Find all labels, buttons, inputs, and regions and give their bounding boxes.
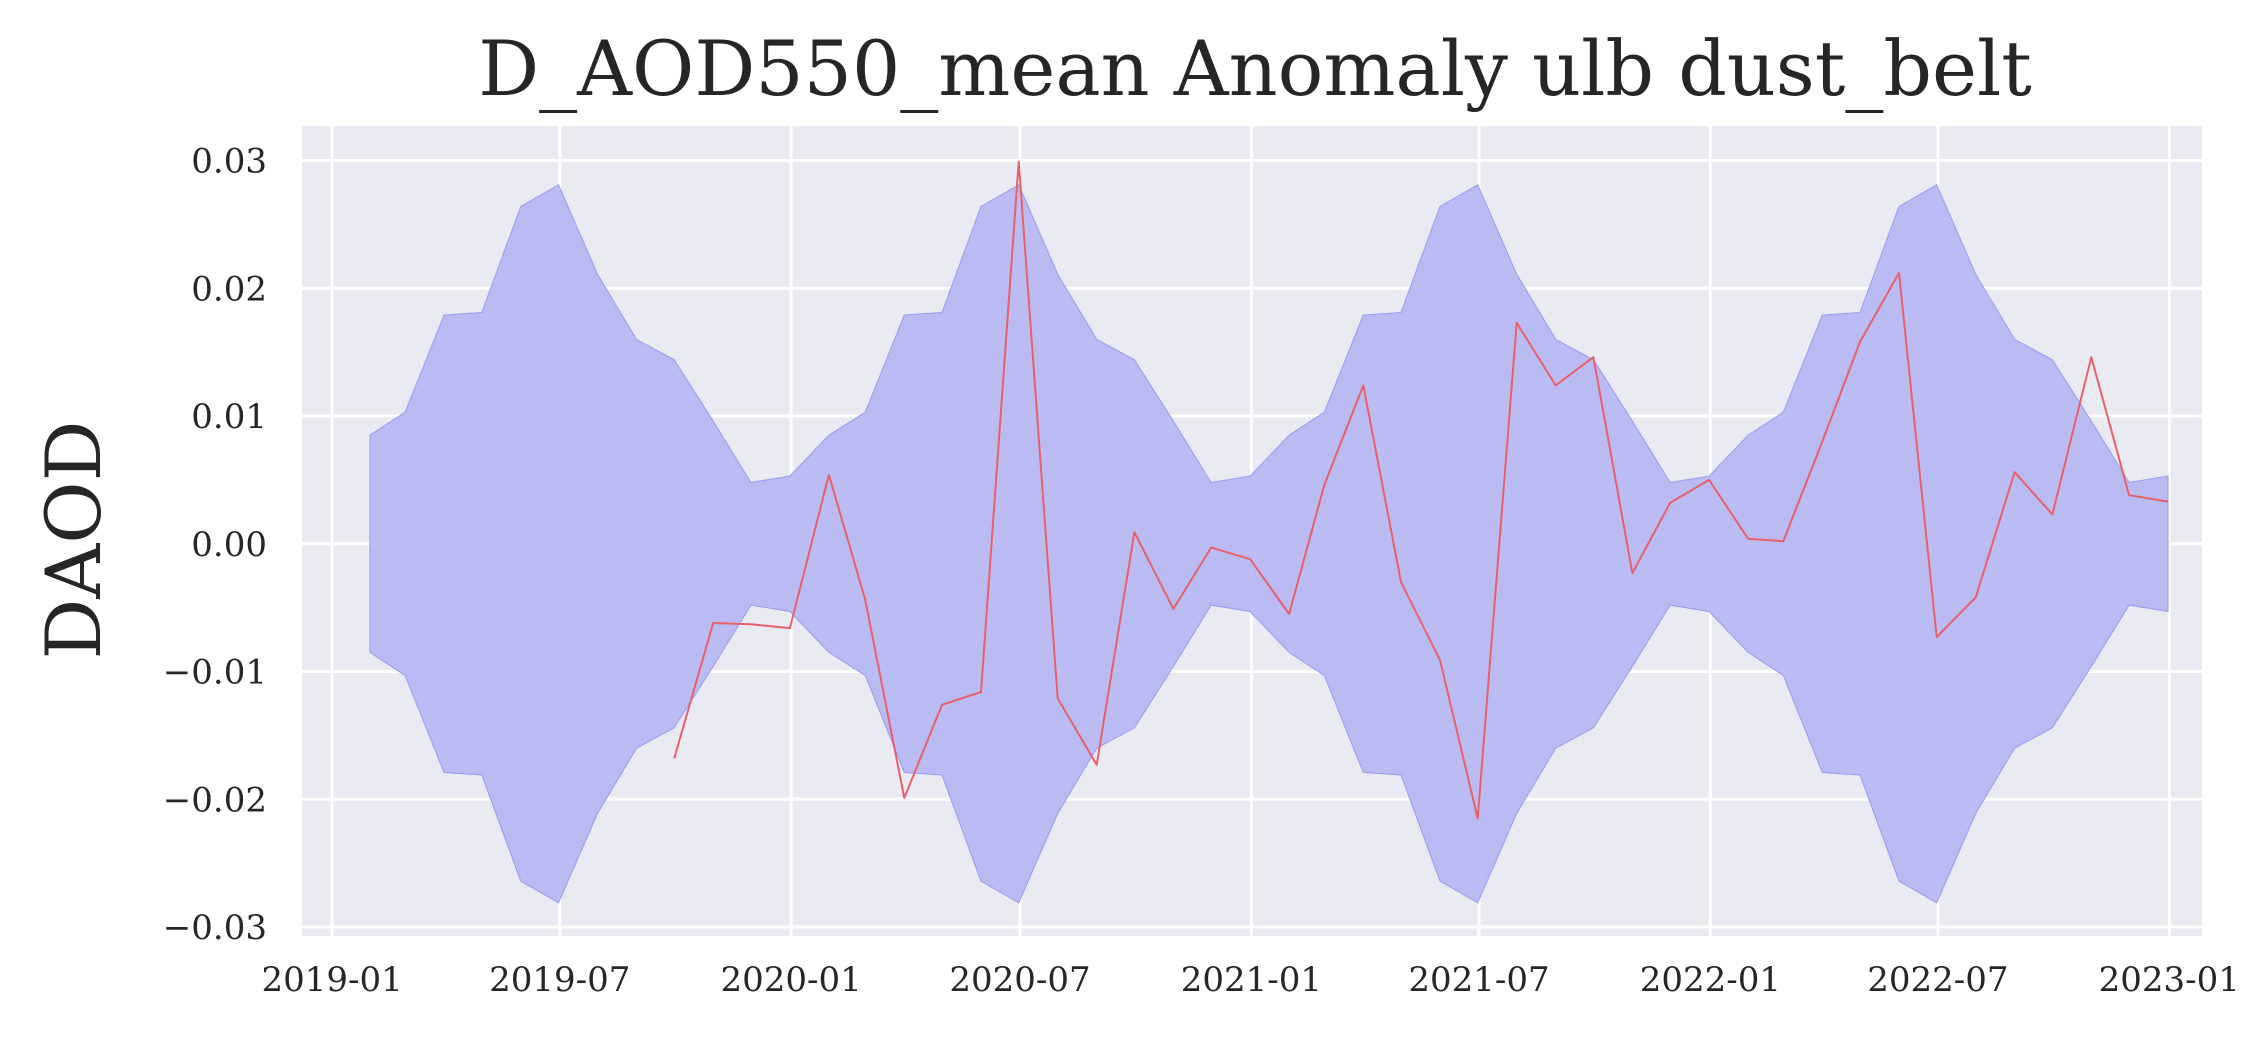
y-tick-label: 0.03 [191, 141, 267, 181]
chart-title: D_AOD550_mean Anomaly ulb dust_belt [478, 24, 2032, 113]
y-tick-label: −0.01 [163, 653, 267, 693]
y-tick-label: 0.02 [191, 269, 267, 309]
band-layer [369, 184, 2169, 904]
x-tick-label: 2021-01 [1181, 960, 1322, 1000]
x-axis-ticks: 2019-01 2019-07 2020-01 2020-07 2021-01 2021-… [262, 960, 2240, 1000]
y-tick-label: −0.02 [163, 780, 267, 820]
y-tick-label: −0.03 [163, 908, 267, 948]
x-tick-label: 2022-01 [1640, 960, 1781, 1000]
x-tick-label: 2020-01 [721, 960, 862, 1000]
series-line [673, 160, 2169, 820]
y-axis-label: DAOD [29, 420, 118, 659]
y-axis-ticks: 0.03 0.02 0.01 0.00 −0.01 −0.02 −0.03 [163, 141, 267, 948]
band-area [369, 184, 2169, 904]
y-tick-label: 0.00 [191, 525, 267, 565]
x-tick-label: 2019-01 [262, 960, 403, 1000]
y-tick-label: 0.01 [191, 397, 267, 437]
x-tick-label: 2021-07 [1408, 960, 1549, 1000]
x-tick-label: 2022-07 [1867, 960, 2008, 1000]
x-tick-label: 2019-07 [489, 960, 630, 1000]
line-layer [673, 160, 2169, 820]
x-tick-label: 2023-01 [2099, 960, 2240, 1000]
x-tick-label: 2020-07 [949, 960, 1090, 1000]
